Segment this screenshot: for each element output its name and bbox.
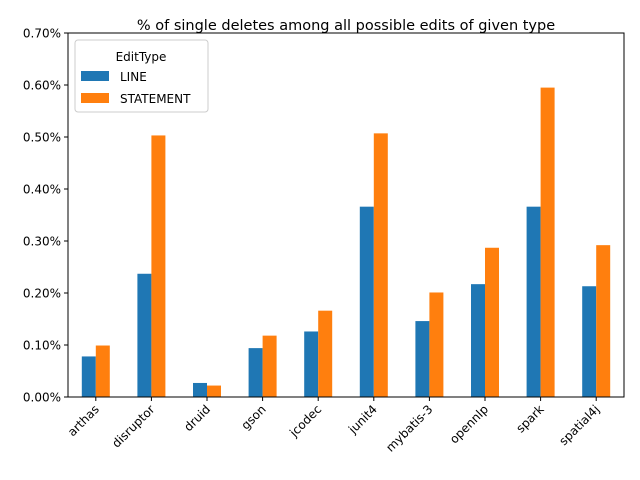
x-tick-label-gson: gson [238,402,268,432]
bar-statement-opennlp [485,247,499,397]
bar-statement-jcodec [318,310,333,397]
bar-line-spatial4j [582,286,597,397]
y-tick-label: 0.00% [23,391,61,405]
y-tick-label: 0.20% [23,287,61,301]
x-tick-label-junit4: junit4 [345,402,380,437]
y-tick-label: 0.30% [23,235,61,249]
y-tick-label: 0.50% [23,131,61,145]
legend-label-statement: STATEMENT [120,92,191,106]
y-tick-label: 0.60% [23,79,61,93]
bar-line-jcodec [304,331,319,397]
plot-area-frame [67,32,625,398]
y-tick-label: 0.10% [23,339,61,353]
bar-line-gson [248,348,263,397]
bar-statement-junit4 [373,133,388,398]
y-tick-label: 0.40% [23,183,61,197]
bar-line-arthas [81,356,96,397]
bar-statement-spatial4j [596,245,611,397]
x-tick-label-opennlp: opennlp [447,402,491,446]
bar-line-junit4 [359,206,374,397]
bars-group [81,87,611,398]
legend-title: EditType [116,50,167,64]
bar-statement-arthas [95,345,110,397]
bar-line-mybatis-3 [415,321,430,397]
x-tick-label-jcodec: jcodec [286,402,324,440]
x-tick-label-spark: spark [513,402,546,435]
bar-statement-disruptor [151,135,166,397]
x-tick-label-mybatis-3: mybatis-3 [383,402,435,454]
bar-statement-druid [207,385,221,397]
x-tick-label-arthas: arthas [65,402,102,439]
bar-line-opennlp [471,284,485,397]
bar-statement-spark [540,87,555,397]
bar-statement-gson [262,335,277,397]
y-tick-label: 0.70% [23,27,61,41]
x-tick-label-disruptor: disruptor [109,402,157,450]
legend-label-line: LINE [120,70,147,84]
x-tick-label-spatial4j: spatial4j [556,402,602,448]
chart-title: % of single deletes among all possible e… [137,18,555,34]
bar-line-disruptor [137,273,152,397]
bar-line-druid [193,382,207,397]
legend-swatch-statement [81,93,109,103]
legend-swatch-line [81,71,109,81]
bar-statement-mybatis-3 [429,292,444,397]
legend: EditType LINE STATEMENT [74,39,209,113]
y-axis: 0.00% 0.10% 0.20% 0.30% 0.40% 0.50% 0.60% 0.70% [23,27,68,405]
bar-line-spark [526,206,541,397]
x-tick-label-druid: druid [181,402,213,434]
x-axis: arthas disruptor druid gson jcodec junit4 myba… [65,397,602,455]
